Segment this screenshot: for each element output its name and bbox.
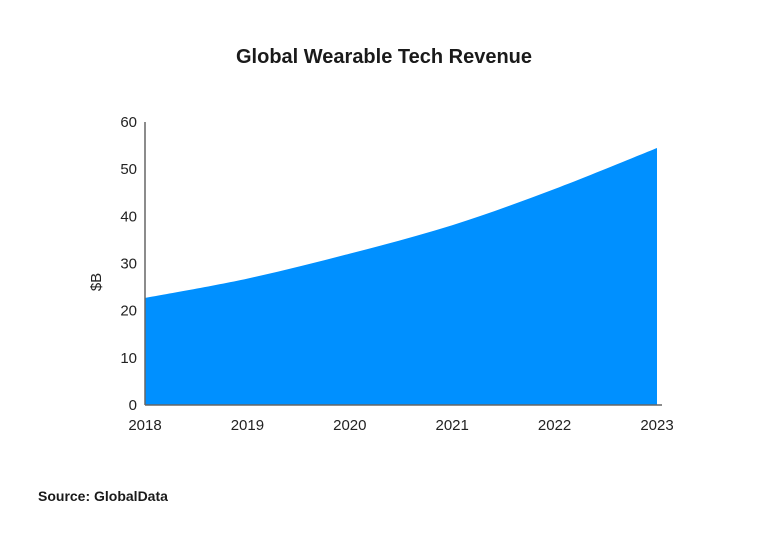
- x-tick-label: 2021: [436, 417, 469, 434]
- x-tick-label: 2023: [640, 417, 673, 434]
- x-tick-label: 2020: [333, 417, 366, 434]
- y-axis-label: $B: [88, 273, 105, 291]
- y-tick-label: 60: [120, 114, 137, 131]
- x-tick-label: 2019: [231, 417, 264, 434]
- y-tick-label: 10: [120, 350, 137, 367]
- source-note: Source: GlobalData: [38, 488, 168, 504]
- y-tick-label: 20: [120, 303, 137, 320]
- x-tick-label: 2018: [128, 417, 161, 434]
- x-tick-label: 2022: [538, 417, 571, 434]
- chart-title: Global Wearable Tech Revenue: [235, 46, 533, 68]
- area-series: [145, 147, 657, 406]
- y-tick-label: 0: [129, 397, 137, 414]
- y-tick-label: 40: [120, 208, 137, 225]
- y-tick-label: 30: [120, 256, 137, 273]
- y-tick-label: 50: [120, 161, 137, 178]
